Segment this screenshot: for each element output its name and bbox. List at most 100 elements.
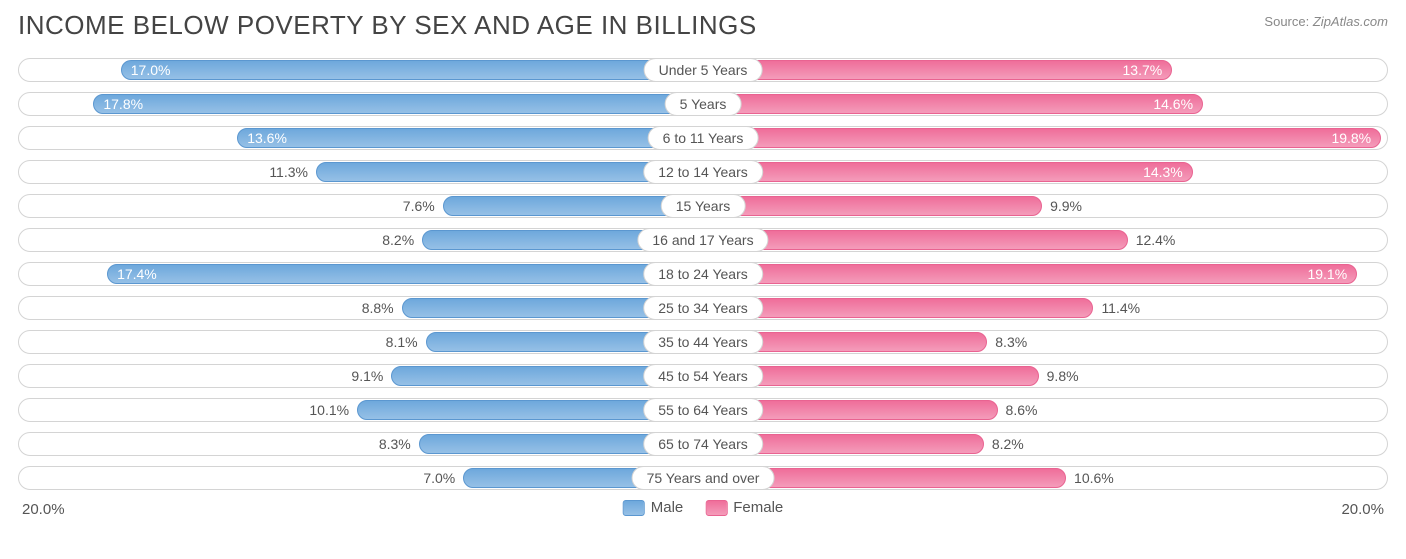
female-value: 8.2% xyxy=(984,432,1024,456)
female-half: 8.2% xyxy=(703,432,1388,456)
female-value: 10.6% xyxy=(1066,466,1114,490)
female-bar xyxy=(703,128,1381,148)
chart-row: 8.8%11.4%25 to 34 Years xyxy=(18,293,1388,323)
chart-row: 7.6% 9.9% 15 Years xyxy=(18,191,1388,221)
male-value: 8.3% xyxy=(379,432,419,456)
female-half: 11.4% xyxy=(703,296,1388,320)
male-value: 8.8% xyxy=(362,296,402,320)
female-value: 8.6% xyxy=(998,398,1038,422)
female-value: 12.4% xyxy=(1128,228,1176,252)
female-half: 9.9% xyxy=(703,194,1388,218)
male-half: 7.6% xyxy=(18,194,703,218)
category-label: 12 to 14 Years xyxy=(643,160,763,184)
chart-row: 7.0% 10.6% 75 Years and over xyxy=(18,463,1388,493)
chart-container: INCOME BELOW POVERTY BY SEX AND AGE IN B… xyxy=(0,0,1406,559)
male-value: 13.6% xyxy=(237,126,287,150)
male-value: 17.4% xyxy=(107,262,157,286)
chart-row: 11.3% 14.3% 12 to 14 Years xyxy=(18,157,1388,187)
male-half: 8.1% xyxy=(18,330,703,354)
source-value: ZipAtlas.com xyxy=(1313,14,1388,29)
male-half: 17.0% xyxy=(18,58,703,82)
male-value: 9.1% xyxy=(351,364,391,388)
female-bar xyxy=(703,196,1042,216)
female-value: 14.6% xyxy=(1153,92,1203,116)
female-value: 19.1% xyxy=(1307,262,1357,286)
category-label: 45 to 54 Years xyxy=(643,364,763,388)
male-value: 7.0% xyxy=(423,466,463,490)
male-value: 8.1% xyxy=(386,330,426,354)
male-value: 10.1% xyxy=(309,398,357,422)
male-bar xyxy=(121,60,703,80)
chart-row: 8.3% 8.2% 65 to 74 Years xyxy=(18,429,1388,459)
female-half: 12.4% xyxy=(703,228,1388,252)
legend-label-male: Male xyxy=(651,499,684,516)
legend-label-female: Female xyxy=(733,499,783,516)
category-label: 6 to 11 Years xyxy=(648,126,759,150)
female-half: 19.1% xyxy=(703,262,1388,286)
male-half: 8.2% xyxy=(18,228,703,252)
male-value: 7.6% xyxy=(403,194,443,218)
header-row: INCOME BELOW POVERTY BY SEX AND AGE IN B… xyxy=(18,10,1388,41)
male-half: 11.3% xyxy=(18,160,703,184)
female-bar xyxy=(703,60,1172,80)
male-half: 7.0% xyxy=(18,466,703,490)
female-value: 9.9% xyxy=(1042,194,1082,218)
chart-row: 13.6% 19.8% 6 to 11 Years xyxy=(18,123,1388,153)
legend-item-male: Male xyxy=(623,499,684,516)
male-value: 11.3% xyxy=(269,160,316,184)
legend: Male Female xyxy=(623,499,784,516)
category-label: 55 to 64 Years xyxy=(643,398,763,422)
chart-row: 8.1% 8.3% 35 to 44 Years xyxy=(18,327,1388,357)
male-half: 17.8% xyxy=(18,92,703,116)
female-half: 8.6% xyxy=(703,398,1388,422)
axis-max-right: 20.0% xyxy=(1341,501,1384,518)
source-attribution: Source: ZipAtlas.com xyxy=(1264,10,1388,29)
legend-swatch-female xyxy=(705,500,727,516)
chart-title: INCOME BELOW POVERTY BY SEX AND AGE IN B… xyxy=(18,10,757,41)
category-label: 5 Years xyxy=(665,92,742,116)
legend-item-female: Female xyxy=(705,499,783,516)
male-value: 8.2% xyxy=(382,228,422,252)
chart-row: 17.8% 14.6% 5 Years xyxy=(18,89,1388,119)
male-half: 10.1% xyxy=(18,398,703,422)
category-label: 75 Years and over xyxy=(632,466,775,490)
chart-row: 10.1% 8.6% 55 to 64 Years xyxy=(18,395,1388,425)
category-label: 15 Years xyxy=(661,194,746,218)
chart-row: 17.0% 13.7% Under 5 Years xyxy=(18,55,1388,85)
female-half: 13.7% xyxy=(703,58,1388,82)
axis-max-left: 20.0% xyxy=(22,501,65,518)
female-value: 13.7% xyxy=(1123,58,1173,82)
male-half: 9.1% xyxy=(18,364,703,388)
chart-row: 9.1% 9.8%45 to 54 Years xyxy=(18,361,1388,391)
male-half: 17.4% xyxy=(18,262,703,286)
chart-footer: 20.0% Male Female 20.0% xyxy=(18,497,1388,527)
female-half: 14.6% xyxy=(703,92,1388,116)
category-label: 65 to 74 Years xyxy=(643,432,763,456)
chart-row: 8.2% 12.4% 16 and 17 Years xyxy=(18,225,1388,255)
category-label: 18 to 24 Years xyxy=(643,262,763,286)
source-label: Source: xyxy=(1264,14,1309,29)
male-value: 17.8% xyxy=(93,92,143,116)
female-value: 19.8% xyxy=(1331,126,1381,150)
female-bar xyxy=(703,162,1193,182)
female-half: 8.3% xyxy=(703,330,1388,354)
category-label: 16 and 17 Years xyxy=(637,228,768,252)
female-half: 14.3% xyxy=(703,160,1388,184)
female-half: 9.8% xyxy=(703,364,1388,388)
male-value: 17.0% xyxy=(121,58,171,82)
female-value: 11.4% xyxy=(1093,296,1140,320)
legend-swatch-male xyxy=(623,500,645,516)
female-value: 14.3% xyxy=(1143,160,1193,184)
female-bar xyxy=(703,264,1357,284)
male-bar xyxy=(93,94,703,114)
female-half: 19.8% xyxy=(703,126,1388,150)
male-half: 13.6% xyxy=(18,126,703,150)
female-bar xyxy=(703,94,1203,114)
diverging-bar-chart: 17.0% 13.7% Under 5 Years 17.8% 14.6% 5 Years… xyxy=(18,55,1388,493)
female-half: 10.6% xyxy=(703,466,1388,490)
category-label: Under 5 Years xyxy=(644,58,763,82)
female-value: 8.3% xyxy=(987,330,1027,354)
male-bar xyxy=(237,128,703,148)
category-label: 35 to 44 Years xyxy=(643,330,763,354)
male-bar xyxy=(107,264,703,284)
